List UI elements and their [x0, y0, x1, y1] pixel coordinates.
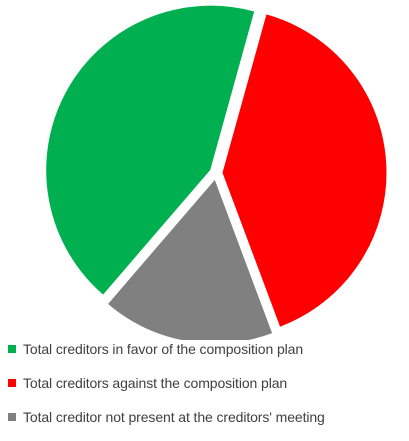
legend-swatch-not-present	[8, 413, 16, 421]
legend-swatch-in-favor	[8, 345, 16, 353]
legend-item-in-favor: Total creditors in favor of the composit…	[8, 339, 408, 359]
legend-label-in-favor: Total creditors in favor of the composit…	[23, 341, 304, 357]
legend-label-not-present: Total creditor not present at the credit…	[23, 409, 325, 425]
pie-slice-against	[221, 13, 388, 328]
pie-slice-not-present	[106, 177, 274, 340]
pie-plot-area	[45, 4, 388, 340]
legend-item-not-present: Total creditor not present at the credit…	[8, 407, 408, 427]
legend: Total creditors in favor of the composit…	[8, 339, 408, 441]
pie-chart: Total creditors in favor of the composit…	[8, 4, 388, 425]
pie-slice-in-favor	[45, 4, 256, 296]
legend-item-against: Total creditors against the composition …	[8, 373, 408, 393]
legend-label-against: Total creditors against the composition …	[23, 375, 288, 391]
legend-swatch-against	[8, 379, 16, 387]
